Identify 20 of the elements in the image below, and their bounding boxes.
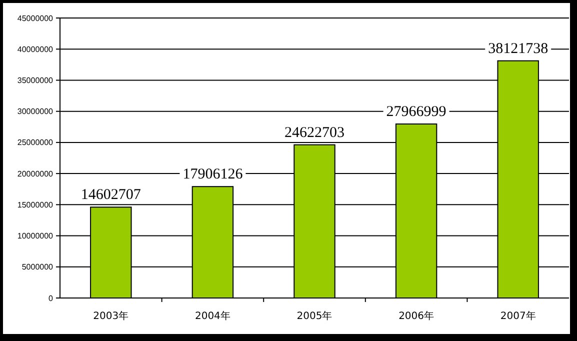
x-tick-label: 2006年 [398, 310, 434, 322]
y-tick-label: 30000000 [17, 107, 54, 116]
y-tick-label: 25000000 [17, 138, 54, 148]
data-label: 27966999 [386, 104, 446, 120]
y-tick-label: 35000000 [17, 76, 54, 86]
y-tick-label: 15000000 [17, 200, 54, 210]
data-label: 38121738 [488, 40, 548, 57]
x-tick-label: 2004年 [194, 310, 230, 322]
y-tick-label: 0 [48, 294, 54, 303]
y-tick-label: 20000000 [17, 169, 54, 178]
data-label: 17906126 [182, 166, 244, 183]
data-label: 24622703 [284, 124, 344, 141]
y-tick-label: 40000000 [17, 44, 54, 54]
x-tick-label: 2005年 [296, 310, 332, 322]
y-tick-label: 45000000 [17, 14, 54, 23]
x-tick-label: 2003年 [93, 310, 129, 322]
x-tick-label: 2007年 [500, 310, 536, 322]
data-label: 14602707 [80, 187, 142, 204]
y-tick-label: 10000000 [17, 232, 54, 241]
y-tick-label: 5000000 [22, 262, 54, 272]
